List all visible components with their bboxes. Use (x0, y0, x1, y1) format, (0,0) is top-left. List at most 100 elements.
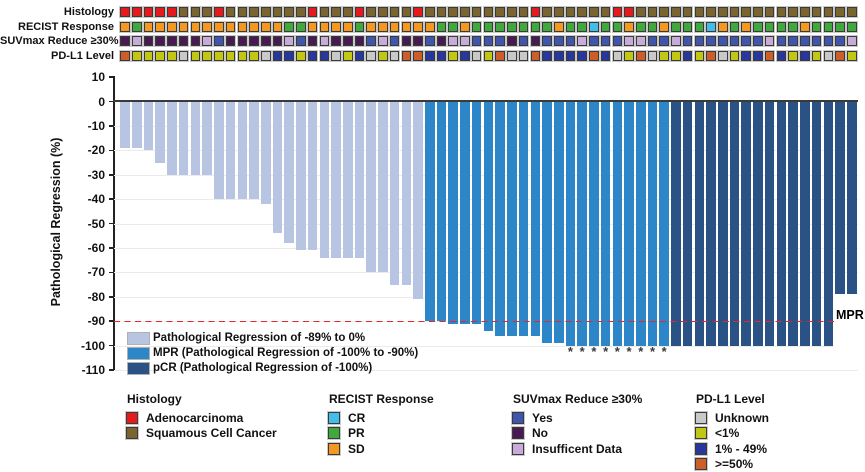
recist-square (354, 21, 365, 32)
regression-bar-mpr (530, 102, 541, 336)
histology-square (120, 7, 130, 17)
histology-square (718, 7, 728, 17)
suvmax-square (143, 36, 154, 47)
histology-square (800, 7, 810, 17)
histology-square (378, 7, 388, 17)
suvmax-square (846, 36, 857, 47)
suvmax-square (542, 36, 552, 47)
recist-square (436, 21, 447, 32)
legend-label-light: Pathological Regression of -89% to 0% (153, 332, 366, 344)
track-label-recist: RECIST Response (18, 20, 114, 33)
y-tick-label: -80 (87, 289, 105, 304)
histology-square (401, 7, 412, 17)
pdl1-square (788, 51, 798, 62)
histology-square (589, 7, 599, 17)
histology-square (753, 7, 763, 17)
recist-square (378, 21, 388, 32)
recist-square (155, 21, 166, 32)
histology-square (202, 7, 212, 17)
pdl1-square (366, 51, 376, 62)
pdl1-square (436, 51, 447, 62)
pdl1-square (718, 51, 728, 62)
pdl1-square (378, 51, 388, 62)
suvmax-square (214, 36, 224, 47)
asterisk-marker: * (626, 344, 632, 359)
recist-square (237, 21, 248, 32)
legend-item-label: >=50% (715, 457, 754, 471)
recist-square (460, 21, 470, 32)
legend-group-title: RECIST Response (329, 392, 434, 406)
regression-bar-light (190, 102, 201, 175)
legend-item-label: 1% - 49% (715, 441, 768, 456)
pdl1-square (331, 51, 341, 62)
legend-item-swatch (695, 442, 707, 455)
recist-square (214, 21, 224, 32)
histology-square (167, 7, 177, 17)
suvmax-square (682, 36, 693, 47)
mpr-threshold-line (114, 320, 858, 323)
y-tick-label: -10 (87, 118, 105, 133)
pdl1-square (694, 51, 705, 62)
track-label-suvmax: SUVmax Reduce ≥30% (0, 35, 119, 48)
histology-square (530, 7, 541, 17)
pdl1-square (624, 51, 634, 62)
regression-bar-pcr (823, 102, 834, 346)
legend-item-swatch (328, 411, 340, 424)
recist-square (342, 21, 353, 32)
legend-group-title: PD-L1 Level (696, 392, 765, 406)
pdl1-square (647, 51, 658, 62)
recist-square (296, 21, 306, 32)
regression-bar-mpr (565, 102, 576, 346)
pdl1-square (507, 51, 517, 62)
recist-square (811, 21, 822, 32)
suvmax-square (448, 36, 459, 47)
regression-bar-pcr (671, 102, 681, 346)
asterisk-marker: * (649, 344, 656, 359)
suvmax-square (835, 36, 845, 47)
recist-square (178, 21, 189, 32)
suvmax-square (389, 36, 400, 47)
pdl1-square (249, 51, 259, 62)
asterisk-marker: * (579, 344, 585, 359)
histology-square (389, 7, 400, 17)
regression-bar-pcr (788, 102, 798, 346)
y-tick-mark (109, 100, 114, 103)
regression-bar-mpr (659, 102, 669, 346)
regression-bar-light (331, 102, 341, 258)
zero-baseline (113, 99, 858, 102)
regression-bar-mpr (589, 102, 599, 346)
pdl1-square (132, 51, 142, 62)
legend-group-title: SUVmax Reduce ≥30% (513, 392, 643, 406)
pdl1-square (237, 51, 248, 62)
histology-square (483, 7, 494, 17)
suvmax-square (600, 36, 611, 47)
pdl1-square (600, 51, 611, 62)
legend-group-title: Histology (127, 392, 182, 406)
recist-square (260, 21, 271, 32)
suvmax-square (507, 36, 517, 47)
suvmax-square (823, 36, 834, 47)
suvmax-square (729, 36, 740, 47)
recist-square (671, 21, 681, 32)
histology-square (553, 7, 564, 17)
suvmax-square (764, 36, 775, 47)
regression-bar-mpr (577, 102, 587, 346)
legend-item-swatch (126, 427, 138, 439)
gridline--110 (114, 370, 858, 371)
regression-bar-light (155, 102, 166, 163)
recist-square (589, 21, 599, 32)
pdl1-square (495, 51, 505, 62)
regression-bar-light (260, 102, 271, 204)
pdl1-square (389, 51, 400, 62)
legend-item-swatch (328, 427, 340, 439)
suvmax-square (331, 36, 341, 47)
histology-square (706, 7, 716, 17)
histology-square (823, 7, 834, 17)
recist-square (132, 21, 142, 32)
regression-bar-light (401, 102, 412, 285)
suvmax-square (589, 36, 599, 47)
track-label-histology: Histology (63, 6, 114, 18)
regression-bar-pcr (694, 102, 705, 346)
recist-square (483, 21, 494, 32)
suvmax-square (260, 36, 271, 47)
